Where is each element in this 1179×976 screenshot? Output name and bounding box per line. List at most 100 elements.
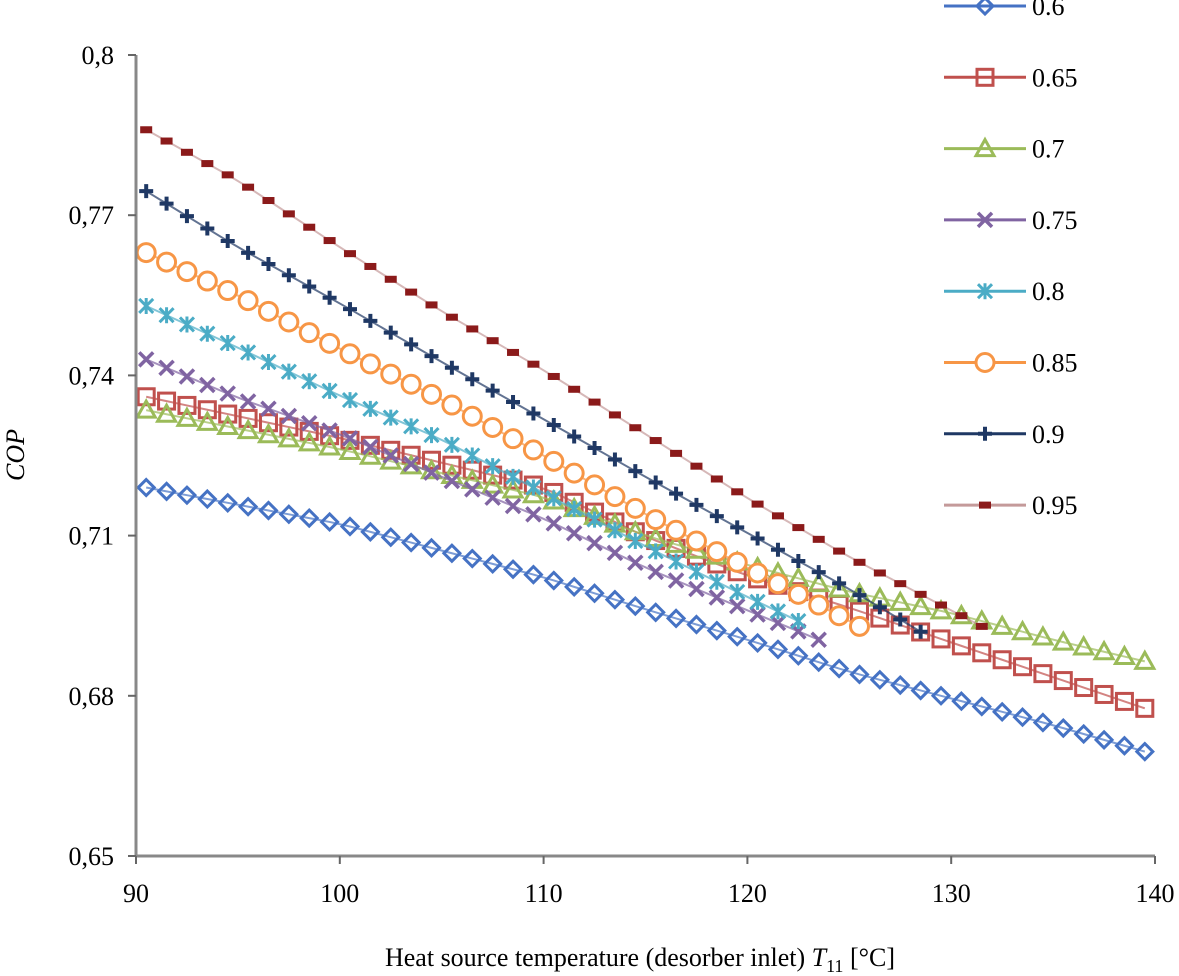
data-point	[155, 402, 179, 423]
data-point	[465, 372, 480, 387]
data-point	[706, 620, 727, 641]
data-point	[708, 589, 726, 606]
data-point	[277, 426, 301, 448]
data-point	[180, 148, 193, 156]
data-point	[339, 343, 361, 365]
data-point	[894, 580, 907, 588]
data-point	[1135, 698, 1155, 718]
data-point	[587, 441, 602, 456]
data-point	[176, 261, 198, 283]
data-point	[564, 576, 585, 597]
data-point	[811, 565, 826, 580]
data-point	[726, 551, 748, 573]
data-point	[584, 474, 606, 496]
data-point	[443, 436, 460, 453]
data-point	[828, 658, 850, 679]
data-point	[425, 301, 438, 309]
data-point	[828, 605, 850, 627]
data-point	[710, 475, 723, 483]
data-point	[670, 449, 683, 457]
data-point	[606, 522, 623, 539]
data-point	[790, 612, 807, 630]
data-point	[258, 413, 278, 433]
y-tick-label: 0,8	[82, 41, 115, 70]
data-point	[421, 537, 442, 559]
y-axis-title: COP	[1, 429, 30, 481]
data-point	[240, 344, 257, 361]
data-point	[827, 576, 851, 598]
data-point	[359, 353, 381, 375]
data-point	[849, 664, 870, 685]
data-point	[484, 458, 501, 475]
data-point	[729, 583, 746, 600]
data-point	[422, 450, 442, 470]
data-point	[649, 437, 662, 445]
data-point	[893, 612, 908, 627]
data-point	[935, 601, 948, 609]
data-point	[1094, 684, 1114, 704]
data-point	[667, 572, 685, 589]
data-point	[545, 490, 562, 507]
data-point	[257, 300, 279, 322]
legend-label: 0.9	[1032, 420, 1065, 449]
data-point	[219, 385, 236, 402]
data-point	[157, 391, 177, 411]
data-point	[484, 489, 501, 506]
data-point	[321, 382, 338, 399]
data-point	[175, 406, 199, 427]
y-tick-label: 0,71	[69, 522, 115, 551]
legend-label: 0.95	[1032, 491, 1078, 520]
x-tick-label: 110	[525, 879, 563, 908]
data-point	[792, 524, 805, 532]
legend-item-0.7: 0.7	[944, 135, 1065, 164]
data-point	[159, 196, 174, 211]
data-point	[261, 257, 276, 272]
data-point	[281, 268, 296, 283]
data-point	[525, 479, 542, 496]
data-point	[199, 376, 216, 394]
data-point	[216, 414, 240, 436]
data-point	[139, 184, 154, 199]
data-point	[444, 360, 459, 375]
data-point	[401, 532, 422, 553]
data-point	[220, 234, 235, 249]
data-point	[629, 424, 642, 432]
data-point	[441, 543, 463, 564]
data-point	[1051, 630, 1075, 651]
data-point	[688, 580, 705, 598]
ticks: 0,65 0,68 0,71 0,74 0,77 0,8 90 100 110 120 130 140	[69, 41, 1175, 908]
data-point	[648, 475, 663, 490]
data-point	[810, 631, 827, 648]
data-point	[951, 636, 971, 656]
data-point	[545, 515, 563, 532]
data-point	[158, 307, 175, 324]
data-point	[990, 614, 1014, 635]
data-point	[506, 395, 521, 410]
data-point	[526, 406, 541, 421]
data-point	[507, 348, 520, 356]
data-point	[338, 439, 362, 460]
legend-marker	[976, 211, 994, 229]
data-point	[303, 223, 316, 231]
legend-item-0.9: 0.9	[944, 420, 1065, 449]
data-point	[565, 525, 583, 542]
data-point	[405, 288, 418, 296]
data-point	[914, 590, 927, 598]
data-point	[787, 583, 809, 605]
data-point	[992, 650, 1012, 670]
legend-marker	[974, 352, 996, 373]
data-point	[423, 427, 440, 444]
data-point	[543, 450, 565, 472]
series-line	[145, 358, 820, 641]
data-point	[502, 559, 524, 580]
data-point	[727, 626, 748, 647]
data-point	[686, 614, 707, 635]
data-point	[485, 383, 500, 398]
data-point	[522, 439, 544, 461]
data-point	[466, 325, 479, 333]
data-point	[586, 534, 603, 552]
data-point	[136, 387, 156, 407]
series-0.65	[136, 387, 1155, 718]
data-point	[241, 245, 256, 260]
data-point	[221, 171, 234, 179]
